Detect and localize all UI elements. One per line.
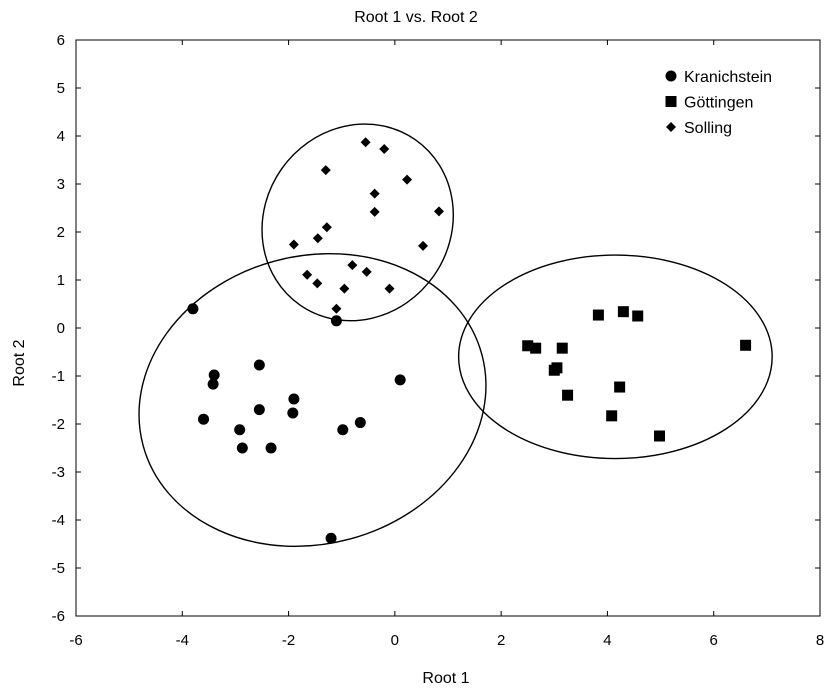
legend-kranichstein-label: Kranichstein: [684, 69, 772, 86]
kranichstein-point: [198, 413, 210, 425]
legend-gottingen-label: Göttingen: [684, 95, 753, 112]
x-tick-label: -2: [282, 632, 295, 649]
kranichstein-point: [207, 378, 219, 390]
gottingen-point: [740, 339, 752, 351]
chart-title: Root 1 vs. Root 2: [354, 9, 478, 26]
kranichstein-point: [354, 417, 366, 429]
legend-solling-marker: [666, 122, 676, 132]
solling-point: [379, 143, 390, 154]
kranichstein-point: [330, 315, 342, 327]
group-ellipses: [138, 123, 773, 548]
legend-gottingen-marker: [665, 96, 677, 107]
solling-point: [384, 283, 395, 294]
x-tick-label: -4: [176, 632, 189, 649]
kranichstein-point: [253, 359, 265, 371]
solling-point: [312, 233, 323, 244]
y-tick-label: -6: [52, 608, 65, 625]
x-tick-label: 4: [603, 632, 611, 649]
data-points: [187, 137, 752, 544]
y-tick-label: 3: [57, 176, 65, 193]
solling-ellipse: [261, 123, 454, 322]
solling-point: [320, 165, 331, 176]
gottingen-point: [562, 389, 574, 401]
y-axis-title: Root 2: [11, 339, 28, 386]
kranichstein-point: [253, 404, 265, 416]
axis-ticks: -6 -4 -2 0 2 4 6 8 -6 -5 -4 -3 -2 -1 0 1 2 3 4 5 6: [52, 32, 825, 649]
gottingen-point: [548, 364, 560, 376]
solling-point: [433, 206, 444, 217]
solling-point: [361, 266, 372, 277]
y-tick-label: 2: [57, 224, 65, 241]
y-tick-label: 4: [57, 128, 65, 145]
y-tick-label: 5: [57, 80, 65, 97]
legend-solling-label: Solling: [684, 120, 732, 137]
solling-point: [312, 278, 323, 289]
kranichstein-point: [208, 369, 220, 381]
x-tick-label: -6: [69, 632, 82, 649]
gottingen-point: [617, 306, 629, 318]
y-tick-label: -3: [52, 464, 65, 481]
legend: Kranichstein Göttingen Solling: [665, 69, 772, 137]
kranichstein-point: [236, 442, 248, 454]
gottingen-point: [556, 342, 568, 354]
solling-point: [360, 137, 371, 148]
kranichstein-point: [288, 393, 300, 405]
gottingen-point: [614, 381, 626, 393]
gottingen-point: [632, 310, 644, 322]
kranichstein-point: [325, 532, 337, 544]
y-tick-label: 6: [57, 32, 65, 49]
solling-point: [402, 174, 413, 185]
y-tick-label: 1: [57, 272, 65, 289]
x-tick-label: 2: [497, 632, 505, 649]
x-tick-label: 6: [710, 632, 718, 649]
legend-kranichstein-marker: [665, 70, 677, 82]
kranichstein-point: [234, 424, 246, 436]
solling-point: [331, 303, 342, 314]
solling-point: [369, 206, 380, 217]
kranichstein-ellipse: [138, 252, 487, 548]
x-tick-label: 0: [391, 632, 399, 649]
kranichstein-point: [187, 303, 199, 315]
y-tick-label: -1: [52, 368, 65, 385]
y-tick-label: -2: [52, 416, 65, 433]
kranichstein-point: [337, 424, 349, 436]
solling-point: [288, 239, 299, 250]
kranichstein-point: [265, 442, 277, 454]
solling-point: [369, 188, 380, 199]
gottingen-point: [592, 309, 604, 321]
solling-point: [339, 283, 350, 294]
x-axis-title: Root 1: [422, 670, 469, 687]
gottingen-point: [522, 340, 534, 352]
solling-point: [302, 269, 313, 280]
kranichstein-point: [394, 374, 406, 386]
y-tick-label: 0: [57, 320, 65, 337]
solling-point: [321, 222, 332, 233]
kranichstein-point: [287, 407, 299, 419]
gottingen-ellipse: [457, 254, 773, 460]
solling-point: [418, 240, 429, 251]
y-tick-label: -5: [52, 560, 65, 577]
gottingen-point: [654, 430, 666, 442]
gottingen-point: [606, 410, 618, 422]
y-tick-label: -4: [52, 512, 65, 529]
x-tick-label: 8: [816, 632, 824, 649]
solling-point: [347, 260, 358, 271]
gottingen-point: [530, 342, 542, 354]
